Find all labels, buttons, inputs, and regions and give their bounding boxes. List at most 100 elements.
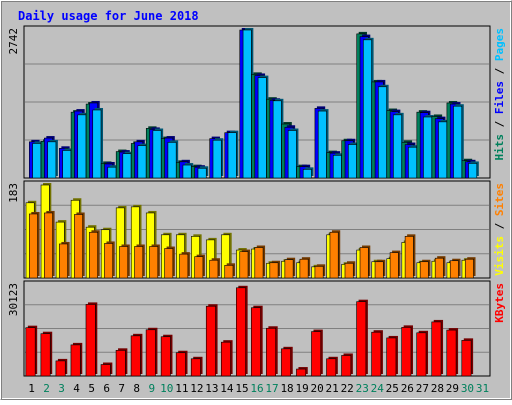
bar-kbytes-day-12 xyxy=(190,356,203,377)
x-tick-label: 25 xyxy=(386,382,399,395)
bar-sites-day-28 xyxy=(434,256,446,279)
x-axis-day-labels: 1 2 3 4 5 6 7 8 9 10 11 12 13 14 15 16 17 18 19 20 21 22 23 24 2… xyxy=(28,382,489,395)
x-tick-label: 19 xyxy=(295,382,308,395)
x-tick-label: 28 xyxy=(431,382,444,395)
bar-pages-day-14 xyxy=(227,130,239,179)
bar-kbytes-day-25 xyxy=(386,335,398,377)
legend-entry-kbytes: KBytes xyxy=(493,283,506,323)
bar-pages-day-11-face xyxy=(182,164,192,179)
bar-sites-day-13 xyxy=(209,258,220,279)
bar-kbytes-day-19-face xyxy=(296,368,307,377)
bar-sites-day-21 xyxy=(329,230,341,279)
bar-sites-day-27-face xyxy=(419,261,429,279)
bar-kbytes-day-10-face xyxy=(160,336,171,377)
legend-entry-sites: Sites xyxy=(493,183,506,216)
bar-pages-day-6-face xyxy=(107,166,117,179)
bar-sites-day-19 xyxy=(299,257,311,279)
bar-kbytes-day-15-face xyxy=(236,287,246,377)
bar-sites-day-25 xyxy=(389,250,401,279)
bar-sites-day-18-face xyxy=(284,259,294,279)
bar-sites-day-23-face xyxy=(359,247,369,279)
x-tick-label: 10 xyxy=(160,382,173,395)
bar-pages-day-30 xyxy=(468,161,479,179)
panel-hits-files-pages: 2742 Hits / Files / Pages xyxy=(7,25,506,179)
bar-pages-day-1-face xyxy=(32,143,42,179)
bar-kbytes-day-2 xyxy=(40,331,53,377)
bar-kbytes-day-9 xyxy=(145,327,158,377)
bar-sites-day-3 xyxy=(59,241,70,279)
bar-kbytes-day-2-face xyxy=(40,333,51,377)
bars-kbytes xyxy=(25,285,474,377)
bar-kbytes-day-20-face xyxy=(311,331,322,377)
bar-kbytes-day-14 xyxy=(220,340,233,377)
bar-kbytes-day-21 xyxy=(326,356,338,377)
legend-kbytes: KBytes xyxy=(493,283,506,323)
bar-sites-day-14-face xyxy=(224,264,234,279)
bar-kbytes-day-17 xyxy=(266,326,278,377)
bar-sites-day-19-face xyxy=(299,258,309,279)
bar-pages-day-19 xyxy=(302,167,314,179)
bar-kbytes-day-15 xyxy=(236,285,248,377)
bar-pages-day-29 xyxy=(453,104,464,179)
bar-sites-day-27 xyxy=(419,259,431,279)
bar-pages-day-21-face xyxy=(332,155,342,179)
bar-sites-day-2-face xyxy=(44,212,53,279)
bar-sites-day-9-face xyxy=(149,246,159,279)
bar-sites-day-25-face xyxy=(389,252,399,279)
bar-pages-day-22-face xyxy=(347,144,357,179)
x-tick-label: 12 xyxy=(190,382,203,395)
bar-kbytes-day-6-face xyxy=(100,364,111,377)
x-tick-label: 30 xyxy=(461,382,474,395)
x-tick-label: 9 xyxy=(148,382,155,395)
bar-pages-day-10 xyxy=(167,140,179,179)
x-tick-label: 27 xyxy=(416,382,429,395)
bar-sites-day-24 xyxy=(374,259,386,279)
x-tick-label: 17 xyxy=(265,382,278,395)
bar-kbytes-day-23 xyxy=(356,299,368,377)
bar-pages-day-5 xyxy=(92,107,104,179)
bar-pages-day-26-face xyxy=(408,146,417,179)
legend-visits-sites: Visits / Sites xyxy=(493,183,506,276)
chart-panels: 2742 Hits / Files / Pages 183 Visits / Site… xyxy=(7,25,506,377)
bar-sites-day-17 xyxy=(269,260,281,279)
bar-sites-day-26-face xyxy=(404,236,414,279)
bar-kbytes-day-29-face xyxy=(446,329,457,377)
x-tick-label: 3 xyxy=(58,382,65,395)
x-tick-label: 11 xyxy=(175,382,188,395)
x-tick-label: 1 xyxy=(28,382,35,395)
bar-sites-day-7 xyxy=(119,244,130,279)
x-tick-label: 21 xyxy=(326,382,339,395)
bar-kbytes-day-30 xyxy=(461,338,474,377)
legend-entry-files: Files xyxy=(493,81,506,114)
bar-pages-day-4-face xyxy=(77,114,87,179)
bar-pages-day-2 xyxy=(47,139,58,179)
y-max-tick-label: 30123 xyxy=(7,283,20,316)
bar-sites-day-2 xyxy=(44,210,55,279)
bar-sites-day-5-face xyxy=(89,231,99,279)
bar-pages-day-24-face xyxy=(378,86,387,179)
bar-pages-day-18-face xyxy=(287,130,297,179)
bar-sites-day-5 xyxy=(89,230,100,279)
bar-pages-day-7-face xyxy=(122,153,132,179)
bar-sites-day-13-face xyxy=(209,259,219,279)
bar-sites-day-11-face xyxy=(179,253,189,279)
bar-kbytes-day-24 xyxy=(371,330,383,377)
legend-entry-pages: Pages xyxy=(493,28,506,61)
bar-pages-day-29-face xyxy=(453,105,463,179)
bar-kbytes-day-5-face xyxy=(85,304,96,377)
bar-kbytes-day-8 xyxy=(130,333,143,377)
bar-sites-day-6-face xyxy=(104,243,114,279)
x-tick-label: 18 xyxy=(280,382,293,395)
bar-sites-day-26 xyxy=(404,234,416,279)
bar-sites-day-29 xyxy=(449,258,461,279)
bar-kbytes-day-18 xyxy=(281,346,293,377)
bar-sites-day-9 xyxy=(149,244,160,279)
bar-kbytes-day-4 xyxy=(70,342,83,377)
y-max-tick-label: 183 xyxy=(7,183,20,203)
bar-sites-day-10 xyxy=(164,246,175,279)
bar-sites-day-16-face xyxy=(254,247,264,279)
panel-visits-sites: 183 Visits / Sites xyxy=(7,180,506,279)
bar-kbytes-day-9-face xyxy=(145,329,156,377)
